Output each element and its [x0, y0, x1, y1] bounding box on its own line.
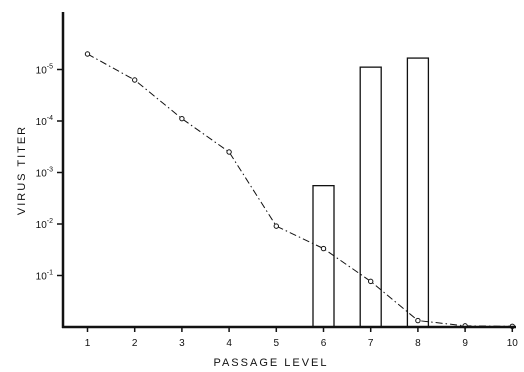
series-line — [87, 53, 513, 327]
data-point-3 — [179, 115, 185, 122]
x-tick-label-1: 1 — [85, 338, 91, 349]
y-tick-label-5: 10-5 — [36, 64, 53, 77]
y-tick-label-3: 10-3 — [36, 167, 53, 180]
data-point-4 — [226, 149, 232, 155]
x-tick-label-3: 3 — [179, 338, 185, 349]
data-point-1 — [84, 51, 91, 57]
y-axis-title: VIRUS TITER — [16, 125, 28, 215]
data-point-7 — [368, 278, 374, 285]
bar-8 — [406, 57, 430, 328]
data-point-5 — [273, 223, 279, 229]
x-tick-label-2: 2 — [132, 338, 138, 349]
x-axis-title: PASSAGE LEVEL — [213, 357, 328, 369]
data-point-6 — [320, 245, 327, 252]
line-series — [84, 51, 515, 330]
x-tick-label-5: 5 — [274, 338, 280, 349]
bar-6 — [312, 184, 335, 328]
x-tick-label-7: 7 — [368, 338, 374, 349]
x-tick-label-8: 8 — [415, 338, 421, 349]
y-ticks: 10-1 10-2 10-3 10-4 10-5 — [36, 64, 63, 283]
x-ticks: 1 2 3 4 5 6 7 8 9 10 — [85, 327, 519, 349]
data-point-2 — [132, 77, 138, 83]
x-tick-label-10: 10 — [507, 338, 519, 349]
y-tick-label-2: 10-2 — [36, 218, 53, 231]
data-point-8 — [415, 317, 421, 324]
y-tick-label-4: 10-4 — [36, 115, 53, 128]
bars — [312, 57, 430, 328]
x-tick-label-6: 6 — [321, 338, 327, 349]
y-tick-label-1: 10-1 — [36, 270, 53, 283]
x-tick-label-9: 9 — [462, 338, 468, 349]
x-tick-label-4: 4 — [226, 338, 232, 349]
